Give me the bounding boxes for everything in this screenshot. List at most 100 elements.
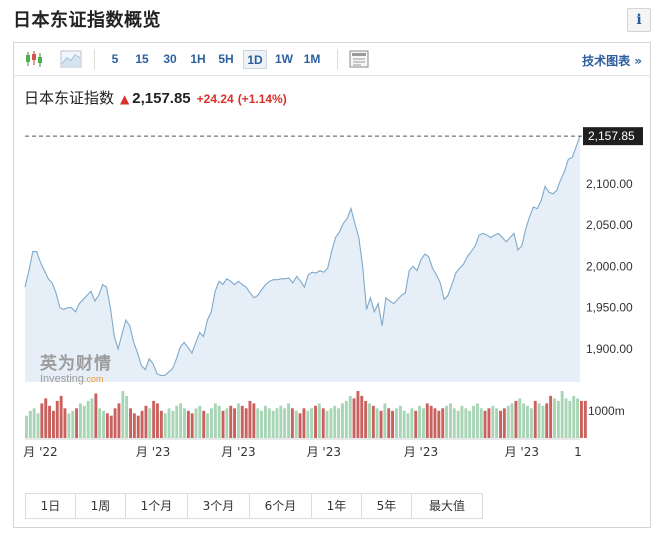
volume-bar xyxy=(449,403,452,438)
volume-bar xyxy=(198,405,202,438)
volume-bar xyxy=(441,408,445,438)
y-tick-label: 2,000.00 xyxy=(586,259,633,273)
interval-1w[interactable]: 1W xyxy=(275,52,293,66)
volume-bar xyxy=(82,405,86,438)
volume-bar xyxy=(429,405,433,438)
page-title: 日本东证指数概览 xyxy=(13,10,161,31)
volume-bar xyxy=(267,408,271,438)
range-3m[interactable]: 3个月 xyxy=(188,494,250,518)
volume-bar xyxy=(406,413,410,438)
volume-bar xyxy=(556,400,560,438)
x-tick-label: 月 '23 xyxy=(136,445,170,459)
range-6m[interactable]: 6个月 xyxy=(250,494,312,518)
interval-1d[interactable]: 1D xyxy=(243,50,267,69)
volume-bar xyxy=(344,400,348,438)
volume-bar xyxy=(248,400,252,438)
volume-bar xyxy=(240,405,244,438)
range-5y[interactable]: 5年 xyxy=(362,494,412,518)
volume-bar xyxy=(294,410,298,438)
volume-bar xyxy=(163,413,167,438)
interval-15[interactable]: 15 xyxy=(135,52,149,66)
last-price: 2,157.85 xyxy=(132,90,191,107)
candlestick-chart-icon[interactable] xyxy=(23,49,45,69)
volume-bar xyxy=(375,408,379,438)
interval-1m[interactable]: 1M xyxy=(303,52,321,66)
interval-5[interactable]: 5 xyxy=(111,52,119,66)
watermark-domain: .com xyxy=(84,374,104,384)
toolbar-separator xyxy=(94,49,95,70)
range-1y[interactable]: 1年 xyxy=(312,494,362,518)
volume-bar xyxy=(210,408,213,438)
volume-axis-label: 1000m xyxy=(588,404,625,418)
area-chart-icon[interactable] xyxy=(60,49,82,69)
volume-bar xyxy=(468,410,472,438)
volume-bar xyxy=(167,408,171,438)
volume-bar xyxy=(337,408,341,438)
range-max[interactable]: 最大值 xyxy=(428,499,465,513)
volume-bar xyxy=(317,403,321,438)
volume-bar xyxy=(256,408,260,438)
last-price-tag-label: 2,157.85 xyxy=(588,129,635,143)
volume-bar xyxy=(356,391,360,438)
volume-bar xyxy=(186,410,190,438)
volume-bar xyxy=(136,415,140,438)
volume-bar xyxy=(225,408,229,438)
volume-bar xyxy=(52,410,55,438)
index-name: 日本东证指数 xyxy=(24,89,115,107)
quote-header: 日本东证指数 ▲ 2,157.85 +24.24 (+1.14%) xyxy=(24,87,287,108)
volume-bar xyxy=(48,405,51,438)
volume-bar xyxy=(55,400,59,438)
volume-bar xyxy=(94,393,98,438)
volume-bar xyxy=(329,408,333,438)
volume-bar xyxy=(179,403,183,438)
x-tick-label: 月 '23 xyxy=(307,445,341,459)
volume-bar xyxy=(152,400,156,438)
volume-bar xyxy=(418,405,421,438)
interval-5h[interactable]: 5H xyxy=(218,52,234,66)
y-tick-label: 2,050.00 xyxy=(586,218,633,232)
volume-bar xyxy=(98,408,102,438)
interval-30[interactable]: 30 xyxy=(163,52,177,66)
range-1d[interactable]: 1日 xyxy=(26,494,76,518)
range-1w[interactable]: 1周 xyxy=(76,494,126,518)
volume-bar xyxy=(175,405,179,438)
volume-bar xyxy=(348,395,352,438)
range-1m[interactable]: 1个月 xyxy=(126,494,188,518)
volume-bar xyxy=(545,403,549,438)
volume-bar xyxy=(132,413,136,438)
volume-bar xyxy=(506,405,510,438)
volume-bar xyxy=(287,403,290,438)
chart-settings-icon[interactable] xyxy=(348,49,370,69)
volume-bar xyxy=(560,391,564,438)
volume-bar xyxy=(422,408,425,438)
volume-bar xyxy=(368,403,371,438)
volume-bar xyxy=(194,408,198,438)
price-chart[interactable]: 1,900.00 1,950.00 2,000.00 2,050.00 2,100.00… xyxy=(14,43,650,483)
volume-bar xyxy=(237,403,240,438)
volume-bar xyxy=(310,408,314,438)
price-area-fill xyxy=(25,136,580,382)
volume-bar xyxy=(333,405,337,438)
watermark-en: Investing xyxy=(40,373,85,385)
volume-bar xyxy=(564,398,568,438)
volume-bar xyxy=(402,410,406,438)
info-button[interactable]: i xyxy=(627,8,651,32)
volume-bar xyxy=(452,408,456,438)
volume-bar xyxy=(522,403,526,438)
volume-bar xyxy=(75,408,78,438)
volume-bar xyxy=(159,410,163,438)
volume-bar xyxy=(549,395,553,438)
volume-bar xyxy=(306,410,310,438)
volume-bar xyxy=(487,408,491,438)
volume-bar xyxy=(25,415,28,438)
volume-bar xyxy=(383,403,387,438)
volume-bar xyxy=(437,410,441,438)
advanced-chart-link[interactable]: 技术图表 » xyxy=(582,54,642,68)
volume-bar xyxy=(140,410,144,438)
interval-1h[interactable]: 1H xyxy=(190,52,206,66)
volume-bar xyxy=(275,408,279,438)
volume-bar xyxy=(483,410,487,438)
price-line xyxy=(24,136,581,376)
volume-bar xyxy=(472,405,475,438)
volume-bar xyxy=(264,405,267,438)
